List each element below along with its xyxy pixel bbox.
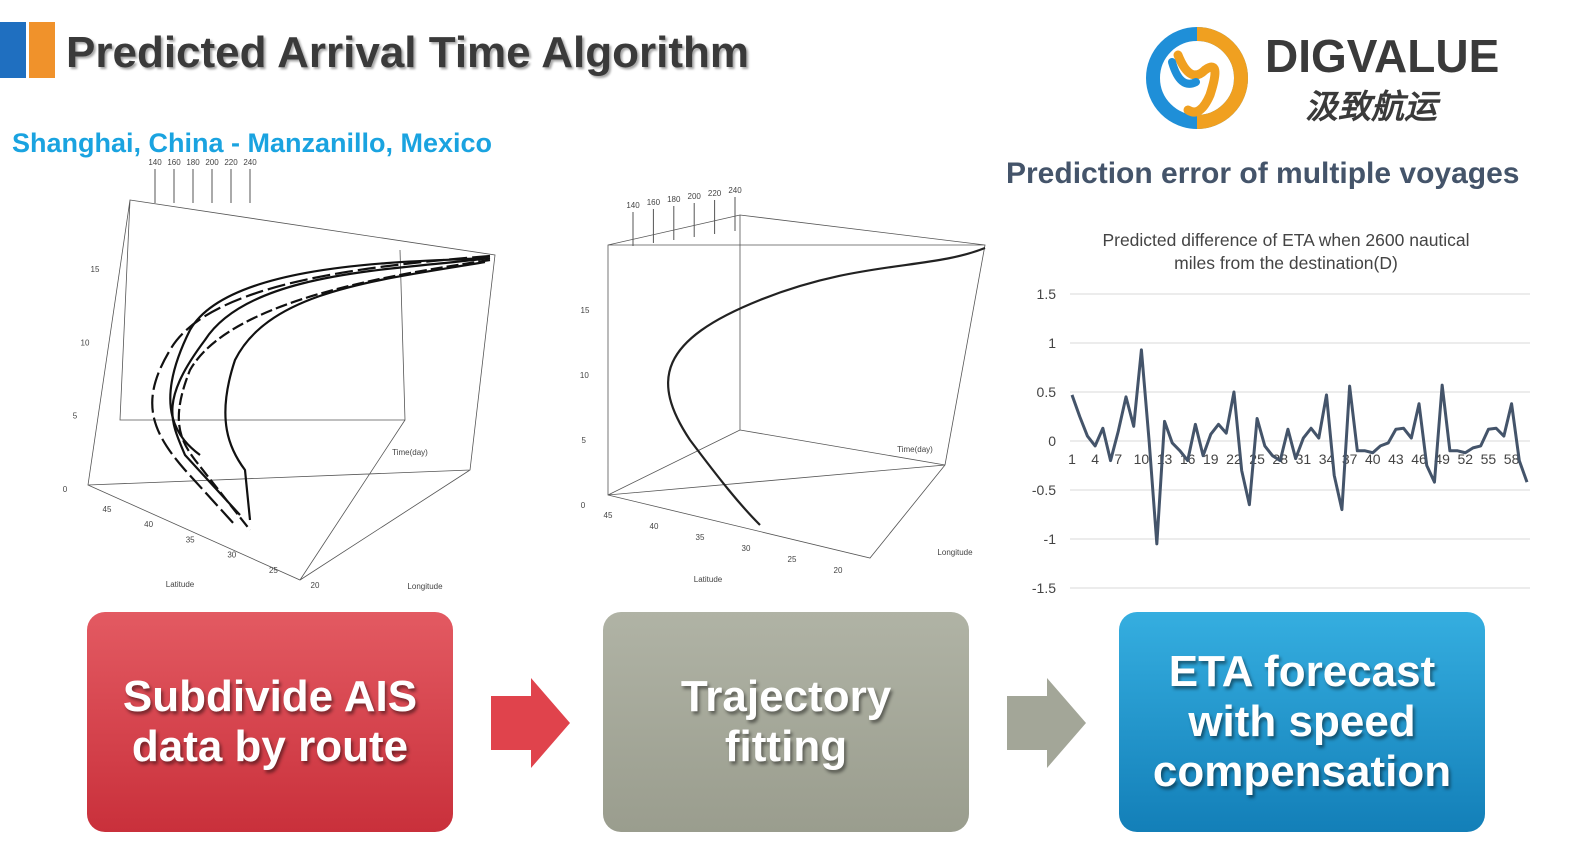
x-tick-label: 55 [1481, 451, 1497, 467]
x-tick-label: 7 [1114, 451, 1122, 467]
trajectory [151, 254, 491, 531]
plot-frame [607, 214, 986, 559]
logo-icon [1146, 27, 1249, 129]
step-box: Subdivide AIS data by route [87, 612, 453, 832]
plot-tick-label: 200 [205, 158, 219, 167]
plot-tick-label: 25 [269, 566, 278, 575]
plot-tick-label: 15 [91, 265, 100, 274]
plot-axis-label: Latitude [694, 575, 723, 584]
plot-tick-label: 20 [311, 581, 320, 590]
plots [87, 199, 986, 581]
section-title: Prediction error of multiple voyages [1006, 157, 1519, 190]
plot-tick-label: 35 [186, 535, 195, 544]
plot-tick-label: 5 [581, 436, 586, 445]
y-tick-label: 0 [1048, 433, 1056, 449]
x-tick-label: 46 [1411, 451, 1427, 467]
x-tick-label: 19 [1203, 451, 1219, 467]
plot-tick-label: 160 [167, 158, 181, 167]
plot-tick-label: 10 [580, 371, 589, 380]
plot-tick-label: 40 [144, 520, 153, 529]
plot-tick-label: 180 [186, 158, 200, 167]
data-line [1070, 348, 1529, 546]
y-tick-label: -0.5 [1032, 482, 1056, 498]
plot-tick-label: 200 [688, 192, 702, 201]
accent-bar [29, 22, 55, 78]
y-tick-label: 0.5 [1037, 384, 1057, 400]
slide-title: Predicted Arrival Time Algorithm [66, 28, 749, 77]
plot-axis-label: Longitude [407, 582, 443, 591]
plot-tick-label: 30 [742, 544, 751, 553]
plot-tick-label: 220 [224, 158, 238, 167]
x-tick-label: 4 [1091, 451, 1099, 467]
x-tick-label: 13 [1157, 451, 1173, 467]
plot-tick-label: 160 [647, 198, 661, 207]
plot-frame [87, 199, 496, 581]
plot-tick-label: 45 [103, 505, 112, 514]
x-tick-label: 10 [1134, 451, 1150, 467]
plot-tick-label: 240 [728, 186, 742, 195]
plot-tick-label: 0 [581, 501, 586, 510]
x-tick-label: 34 [1319, 451, 1335, 467]
trajectory [667, 246, 986, 526]
plot-tick-label: 20 [834, 566, 843, 575]
x-tick-label: 31 [1296, 451, 1312, 467]
accent-bar [0, 22, 26, 78]
plot-axis-label: Time(day) [897, 445, 933, 454]
plot-tick-label: 45 [604, 511, 613, 520]
plot-tick-label: 15 [581, 306, 590, 315]
chart-title: Predicted difference of ETA when 2600 na… [1102, 230, 1470, 273]
plot-axis-label: Latitude [166, 580, 195, 589]
y-tick-label: -1.5 [1032, 580, 1056, 596]
y-tick-label: 1 [1048, 335, 1056, 351]
step-box: Trajectory fitting [603, 612, 969, 832]
plot-axis-label: Time(day) [392, 448, 428, 457]
x-tick-label: 52 [1458, 451, 1474, 467]
x-tick-label: 1 [1068, 451, 1076, 467]
plot-tick-label: 40 [650, 522, 659, 531]
plot-tick-label: 240 [243, 158, 257, 167]
plot-tick-label: 180 [667, 195, 681, 204]
x-tick-label: 22 [1226, 451, 1242, 467]
logo-name: DIGVALUE [1265, 30, 1499, 82]
plot-tick-label: 35 [696, 533, 705, 542]
step-box: ETA forecast with speed compensation [1119, 612, 1485, 832]
plot-tick-label: 5 [73, 412, 78, 421]
y-tick-label: -1 [1044, 531, 1057, 547]
route-label: Shanghai, China - Manzanillo, Mexico [12, 128, 492, 158]
plot-tick-label: 140 [148, 158, 162, 167]
x-tick-label: 40 [1365, 451, 1381, 467]
plot-axis-label: Longitude [937, 548, 973, 557]
plot-tick-label: 10 [81, 338, 90, 347]
y-tick-label: 1.5 [1037, 286, 1057, 302]
x-tick-label: 58 [1504, 451, 1520, 467]
x-tick-label: 49 [1434, 451, 1450, 467]
plot-tick-label: 0 [63, 485, 68, 494]
logo-name-cn: 汲致航运 [1305, 88, 1441, 125]
plot-tick-label: 30 [227, 551, 236, 560]
plot-tick-label: 220 [708, 189, 722, 198]
x-tick-label: 43 [1388, 451, 1404, 467]
plot-tick-label: 25 [788, 555, 797, 564]
plot-tick-label: 140 [626, 201, 640, 210]
